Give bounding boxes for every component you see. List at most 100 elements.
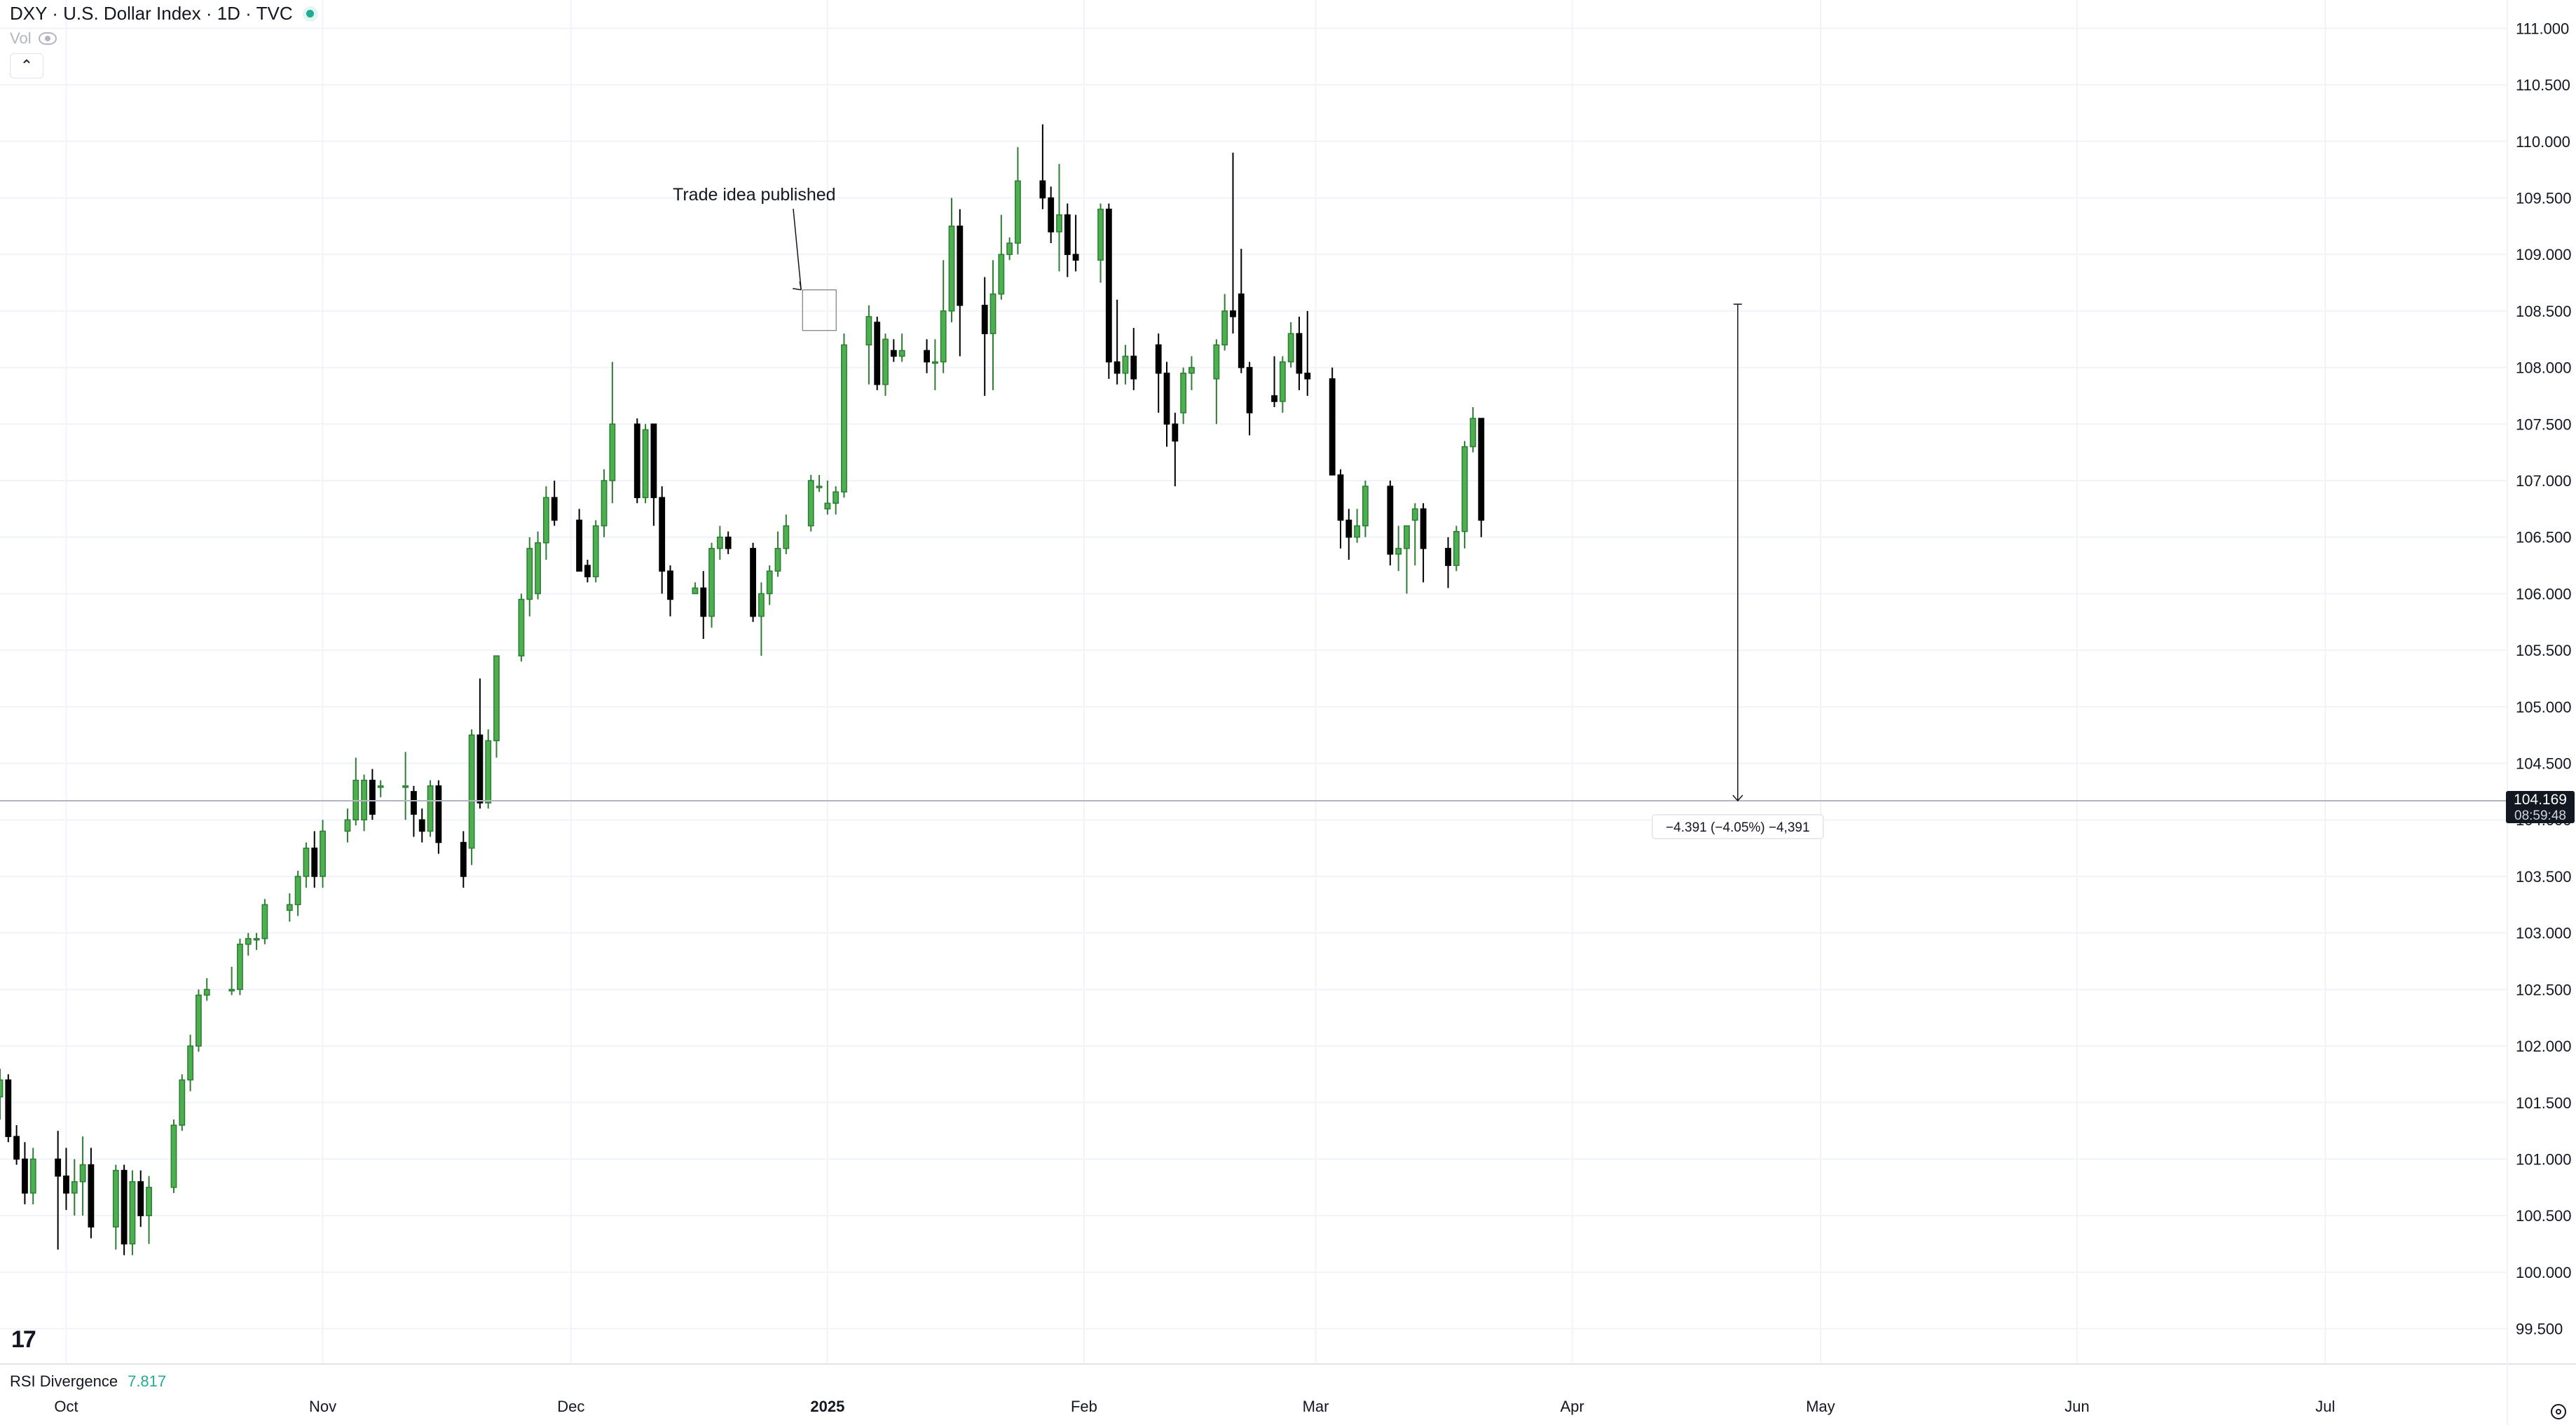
candle-body bbox=[1387, 486, 1394, 555]
candle-up bbox=[716, 525, 723, 560]
candle-body bbox=[1287, 333, 1294, 363]
rsi-indicator-legend[interactable]: RSI Divergence 7.817 bbox=[10, 1372, 166, 1391]
candle-down bbox=[1337, 469, 1344, 549]
annotation-arrow-line bbox=[793, 208, 802, 290]
candle-up bbox=[71, 1159, 78, 1216]
candle-up bbox=[179, 1074, 186, 1131]
trade-idea-annotation: Trade idea published bbox=[673, 185, 836, 205]
candle-body bbox=[261, 904, 268, 939]
candle-up bbox=[344, 808, 351, 843]
candle-up bbox=[112, 1164, 119, 1250]
candle-down bbox=[411, 785, 417, 837]
candle-body bbox=[294, 876, 301, 906]
candle-down bbox=[477, 678, 484, 809]
eye-icon[interactable] bbox=[38, 32, 57, 45]
candle-up bbox=[1180, 367, 1187, 425]
candle-down bbox=[369, 769, 376, 820]
candle-up bbox=[931, 339, 938, 390]
candle-body bbox=[783, 525, 790, 549]
price-tick-label: 109.000 bbox=[2516, 246, 2572, 263]
candle-down bbox=[1246, 362, 1253, 436]
candle-body bbox=[55, 1158, 62, 1177]
price-tick-label: 105.500 bbox=[2516, 642, 2572, 659]
candle-body bbox=[402, 785, 409, 788]
volume-indicator-row[interactable]: Vol bbox=[10, 29, 57, 48]
candle-body bbox=[63, 1175, 69, 1194]
candle-body bbox=[435, 785, 442, 844]
candle-up bbox=[774, 531, 781, 577]
candle-body bbox=[253, 937, 260, 941]
candle-body bbox=[1097, 208, 1104, 261]
settings-icon[interactable] bbox=[2551, 1404, 2566, 1419]
candle-body bbox=[1461, 446, 1468, 532]
candle-body bbox=[725, 536, 732, 549]
candle-up bbox=[261, 899, 268, 944]
candle-up bbox=[352, 757, 359, 826]
axes-layer: 99.500 100.000 100.500 101.000 101.500 102.00… bbox=[54, 20, 2575, 1415]
tradingview-logo-icon[interactable]: 17 bbox=[11, 1326, 36, 1353]
candle-body bbox=[1395, 548, 1402, 555]
candle-body bbox=[29, 1158, 36, 1194]
candle-up bbox=[865, 305, 872, 385]
candle-body bbox=[311, 847, 318, 877]
candle-up bbox=[998, 214, 1005, 300]
rsi-indicator-value: 7.817 bbox=[128, 1372, 167, 1390]
candle-up bbox=[294, 870, 301, 916]
candle-up bbox=[807, 474, 814, 532]
candle-up bbox=[493, 655, 500, 758]
candle-body bbox=[981, 305, 988, 334]
candle-up bbox=[1056, 164, 1062, 272]
candle-body bbox=[460, 841, 467, 877]
candle-down bbox=[1478, 418, 1485, 537]
annotation-arrowhead bbox=[793, 281, 802, 291]
candle-down bbox=[874, 316, 881, 390]
candle-body bbox=[667, 570, 673, 600]
last-price-badge bbox=[2506, 790, 2575, 823]
collapse-indicators-button[interactable]: ⌃ bbox=[10, 53, 43, 78]
candle-down bbox=[13, 1125, 20, 1165]
candle-up bbox=[816, 474, 823, 493]
price-tick-label: 107.000 bbox=[2516, 472, 2572, 490]
candle-body bbox=[518, 598, 525, 656]
measure-label: −4.391 (−4.05%) −4,391 bbox=[1666, 820, 1809, 835]
candle-body bbox=[998, 254, 1005, 295]
candle-up bbox=[286, 893, 293, 922]
symbol-title[interactable]: DXY · U.S. Dollar Index · 1D · TVC bbox=[10, 3, 293, 24]
candle-down bbox=[957, 209, 964, 357]
candle-body bbox=[576, 519, 583, 572]
candle-up bbox=[783, 514, 790, 554]
candle-up bbox=[303, 842, 310, 888]
candle-body bbox=[807, 480, 814, 527]
candle-body bbox=[1362, 486, 1369, 527]
candle-up bbox=[882, 333, 889, 396]
candle-body bbox=[940, 310, 947, 363]
price-tick-label: 101.000 bbox=[2516, 1150, 2572, 1168]
candle-body bbox=[542, 497, 549, 544]
candle-up bbox=[1287, 322, 1294, 368]
candle-down bbox=[750, 542, 756, 622]
candle-body bbox=[1213, 344, 1220, 380]
candle-body bbox=[0, 1079, 4, 1098]
candle-down bbox=[1048, 186, 1055, 244]
candle-down bbox=[633, 418, 640, 504]
candle-down bbox=[1329, 367, 1336, 476]
price-tick-label: 110.500 bbox=[2516, 76, 2570, 94]
candle-body bbox=[485, 740, 492, 804]
candle-up bbox=[1213, 339, 1220, 425]
price-tick-label: 104.500 bbox=[2516, 755, 2572, 773]
candle-up bbox=[485, 729, 492, 809]
candle-body bbox=[377, 785, 384, 788]
candle-body bbox=[71, 1180, 78, 1194]
candle-up bbox=[1279, 356, 1286, 413]
candle-down bbox=[1304, 310, 1311, 396]
candle-down bbox=[63, 1148, 69, 1211]
candle-up bbox=[1404, 525, 1410, 594]
candle-body bbox=[592, 525, 599, 577]
candle-body bbox=[865, 316, 872, 346]
candle-body bbox=[750, 548, 756, 617]
candle-down bbox=[121, 1164, 128, 1255]
candle-body bbox=[957, 226, 964, 306]
price-tick-label: 103.500 bbox=[2516, 868, 2572, 886]
rsi-indicator-name: RSI Divergence bbox=[10, 1372, 118, 1390]
